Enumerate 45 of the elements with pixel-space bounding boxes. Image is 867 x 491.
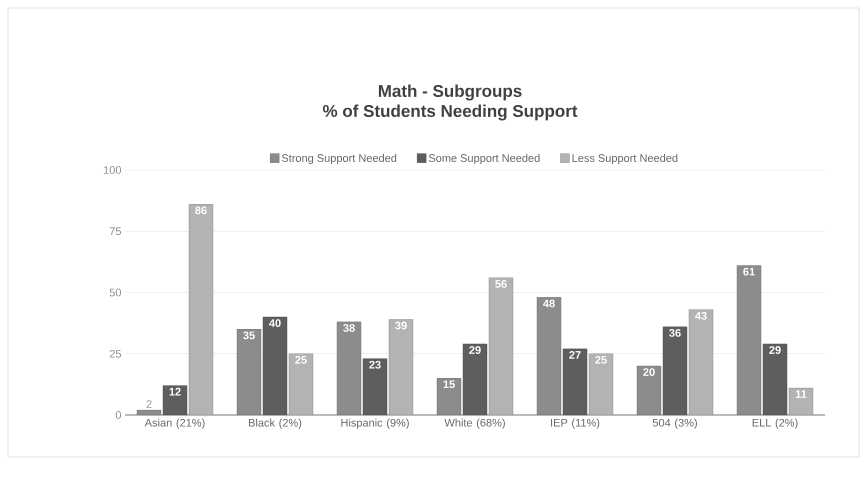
x-tick-label: Asian (21%) — [144, 418, 205, 429]
data-label: 23 — [369, 360, 381, 369]
data-label: 43 — [695, 312, 707, 320]
y-tick-label: 75 — [110, 227, 121, 236]
y-tick-label: 0 — [116, 411, 122, 419]
data-label: 40 — [269, 319, 281, 327]
bar — [188, 204, 214, 416]
bar — [588, 354, 614, 416]
data-label: 11 — [796, 390, 807, 398]
data-label: 36 — [669, 329, 681, 337]
data-label: 29 — [769, 346, 781, 354]
legend-label: Less Support Needed — [572, 154, 678, 164]
data-label: 20 — [643, 368, 655, 376]
x-tick-label: White (68%) — [444, 418, 505, 429]
data-label: 2 — [146, 400, 152, 408]
data-label: 39 — [395, 322, 407, 330]
x-tick-label: Black (2%) — [249, 418, 302, 429]
y-tick-label: 100 — [104, 166, 122, 174]
x-tick-label: Hispanic (9%) — [341, 418, 409, 429]
y-tick-label: 25 — [110, 350, 121, 358]
data-label: 15 — [444, 380, 455, 388]
x-tick-label: IEP (11%) — [551, 418, 600, 429]
data-label: 25 — [595, 356, 607, 364]
data-label: 61 — [743, 268, 755, 276]
data-label: 35 — [243, 331, 255, 340]
bar — [388, 319, 414, 416]
x-tick-label: ELL (2%) — [752, 418, 798, 429]
chart-title: Math - Subgroups — [378, 84, 522, 100]
bar — [288, 354, 314, 416]
data-label: 25 — [295, 356, 307, 364]
bar — [688, 309, 714, 416]
legend-label: Some Support Needed — [428, 154, 540, 164]
data-label: 38 — [343, 324, 355, 332]
chart-subtitle: % of Students Needing Support — [322, 104, 578, 120]
bar — [488, 278, 514, 416]
legend-label: Strong Support Needed — [282, 154, 396, 164]
data-label: 29 — [469, 346, 481, 354]
y-tick-label: 50 — [110, 288, 122, 296]
data-label: 56 — [495, 280, 507, 288]
data-label: 27 — [569, 351, 581, 359]
data-label: 12 — [170, 388, 181, 396]
x-tick-label: 504 (3%) — [652, 418, 697, 429]
bar — [788, 388, 814, 416]
data-label: 48 — [543, 300, 555, 308]
data-label: 86 — [195, 206, 207, 214]
